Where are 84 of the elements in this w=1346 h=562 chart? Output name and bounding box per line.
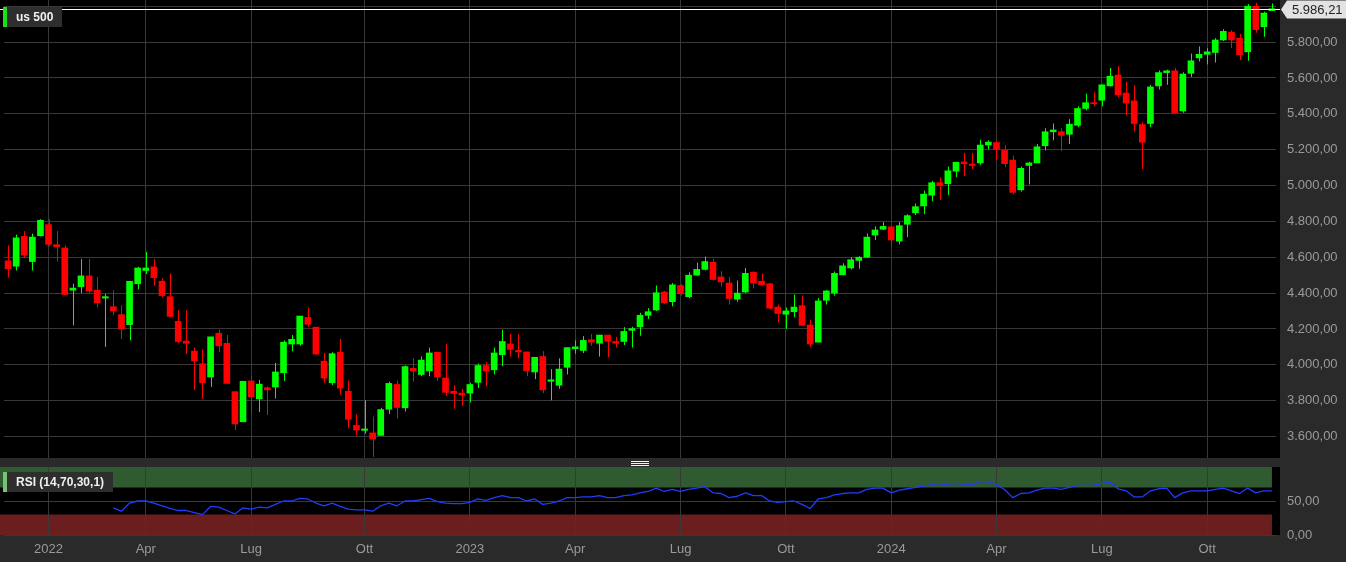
- text: us 500: [3, 7, 63, 27]
- candlestick: [863, 233, 871, 259]
- candlestick: [110, 289, 117, 316]
- candlestick: [1098, 84, 1106, 107]
- candlestick: [725, 276, 733, 306]
- candlestick: [976, 139, 984, 166]
- y-tick-label: 50,00: [1287, 492, 1320, 508]
- x-tick-label: Lug: [240, 541, 262, 557]
- candlestick: [628, 326, 636, 349]
- candlestick: [652, 285, 660, 312]
- x-tick-label: Ott: [355, 541, 374, 557]
- x-tick-label: Lug: [1090, 541, 1113, 557]
- x-tick-label: Apr: [986, 541, 1008, 557]
- candlestick: [474, 363, 482, 389]
- text: RSI (14,70,30,1): [3, 472, 114, 492]
- candlestick: [798, 295, 806, 326]
- candlestick: [191, 347, 198, 391]
- y-tick-label: 3.600,00: [1287, 428, 1338, 444]
- candlestick: [255, 379, 263, 413]
- candlestick: [101, 293, 109, 348]
- candlestick: [523, 351, 530, 377]
- candlestick: [158, 277, 166, 298]
- candlestick: [69, 283, 77, 326]
- candlestick: [304, 306, 312, 328]
- y-tick-label: 4.400,00: [1287, 284, 1338, 300]
- x-tick-label: Ott: [1198, 541, 1217, 557]
- y-tick-label: 4.200,00: [1287, 320, 1338, 336]
- candlestick: [515, 333, 522, 359]
- y-tick-label: 4.600,00: [1287, 248, 1338, 264]
- candlestick: [782, 306, 790, 330]
- candlestick: [498, 329, 506, 367]
- x-tick-label: 2024: [876, 541, 906, 557]
- ref-line-label: 5.986,21: [1292, 1, 1343, 17]
- y-tick-label: 0,00: [1287, 526, 1313, 542]
- x-tick-label: Lug: [669, 541, 692, 557]
- candlestick: [742, 267, 749, 294]
- y-tick-label: 5.000,00: [1287, 177, 1338, 193]
- candlestick: [263, 385, 271, 416]
- candlestick: [4, 244, 12, 279]
- candlestick: [733, 280, 741, 303]
- candlestick: [199, 348, 206, 400]
- candlestick: [895, 221, 903, 245]
- x-tick-label: Apr: [565, 541, 586, 557]
- x-tick-label: Ott: [777, 541, 795, 557]
- candlestick: [20, 230, 28, 259]
- y-tick-label: 5.400,00: [1287, 105, 1338, 121]
- candlestick: [1252, 2, 1260, 34]
- candlestick: [669, 282, 676, 307]
- y-tick-label: 4.000,00: [1287, 356, 1338, 372]
- candlestick: [482, 361, 490, 387]
- candlestick: [555, 357, 563, 390]
- candlestick: [531, 356, 539, 380]
- y-tick-label: 3.800,00: [1287, 392, 1338, 408]
- candlestick: [361, 399, 368, 435]
- candlestick: [936, 176, 944, 201]
- candlestick: [369, 415, 376, 458]
- x-tick-label: Apr: [135, 541, 157, 557]
- y-tick-label: 5.200,00: [1287, 141, 1338, 157]
- candlestick: [393, 380, 401, 420]
- candlestick: [118, 304, 125, 340]
- candlestick: [1033, 143, 1041, 164]
- candlestick: [1017, 166, 1025, 193]
- candlestick: [1041, 127, 1049, 151]
- x-tick-label: 2023: [455, 541, 485, 557]
- candlestick: [685, 271, 692, 299]
- candlestick: [596, 334, 603, 358]
- candlestick: [507, 333, 514, 358]
- candlestick: [1187, 53, 1195, 78]
- candlestick: [1138, 121, 1146, 170]
- candlestick: [166, 272, 174, 318]
- x-tick-label: 2022: [34, 541, 64, 557]
- y-tick-label: 4.800,00: [1287, 212, 1338, 228]
- candlestick: [709, 258, 717, 282]
- candlestick: [1057, 127, 1065, 152]
- candlestick: [904, 213, 911, 238]
- candlestick: [1211, 37, 1219, 64]
- candlestick: [563, 347, 571, 375]
- candlestick: [1130, 84, 1138, 133]
- y-tick-label: 5.800,00: [1287, 33, 1338, 49]
- candlestick: [353, 413, 360, 436]
- candlestick: [604, 334, 611, 358]
- candlestick: [93, 276, 101, 308]
- candlestick: [993, 140, 1000, 161]
- y-tick-label: 5.600,00: [1287, 69, 1338, 85]
